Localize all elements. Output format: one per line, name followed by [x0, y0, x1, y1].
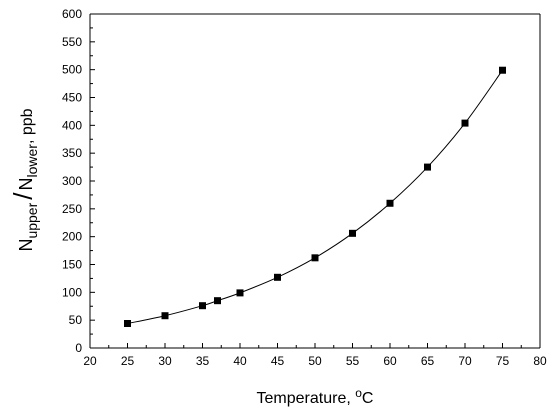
x-tick-label: 60 — [383, 354, 397, 368]
x-tick-label: 80 — [533, 354, 547, 368]
x-tick-label: 20 — [83, 354, 97, 368]
x-tick-label: 40 — [233, 354, 247, 368]
data-point — [499, 66, 506, 74]
y-tick-label: 400 — [62, 118, 82, 132]
x-tick-label: 25 — [121, 354, 135, 368]
series-line — [127, 69, 503, 324]
data-point — [461, 119, 469, 127]
x-axis-label: Temperature, oC — [257, 386, 374, 407]
x-tick-label: 55 — [346, 354, 360, 368]
data-point — [161, 312, 169, 320]
y-tick-label: 450 — [62, 91, 82, 105]
data-point — [236, 289, 244, 297]
y-tick-label: 200 — [62, 230, 82, 244]
y-tick-label: 550 — [62, 35, 82, 49]
y-tick-label: 300 — [62, 174, 82, 188]
x-tick-label: 70 — [458, 354, 472, 368]
y-tick-label: 350 — [62, 146, 82, 160]
data-point — [274, 273, 281, 281]
y-axis-label: Nupper/Nlower, ppb — [8, 108, 40, 251]
y-tick-label: 250 — [62, 202, 82, 216]
y-tick-label: 50 — [69, 313, 83, 327]
x-tick-label: 35 — [196, 354, 210, 368]
data-point — [424, 163, 431, 171]
data-point — [199, 302, 206, 310]
x-tick-label: 50 — [308, 354, 322, 368]
x-tick-label: 75 — [496, 354, 510, 368]
x-tick-label: 30 — [158, 354, 172, 368]
data-point — [124, 320, 131, 328]
data-points — [124, 66, 506, 328]
data-point — [349, 229, 356, 237]
y-tick-label: 0 — [75, 341, 82, 355]
y-tick-label: 150 — [62, 258, 82, 272]
y-tick-label: 600 — [62, 7, 82, 21]
x-tick-label: 45 — [271, 354, 285, 368]
data-point — [214, 297, 221, 305]
data-point — [311, 254, 319, 262]
y-tick-label: 500 — [62, 63, 82, 77]
x-tick-label: 65 — [421, 354, 435, 368]
axes — [89, 13, 541, 349]
y-tick-label: 100 — [62, 285, 82, 299]
ticks: 20 25 30 35 40 45 50 55 60 65 70 75 80 0 50 100 150 200 25… — [62, 7, 547, 368]
data-point — [386, 199, 394, 207]
